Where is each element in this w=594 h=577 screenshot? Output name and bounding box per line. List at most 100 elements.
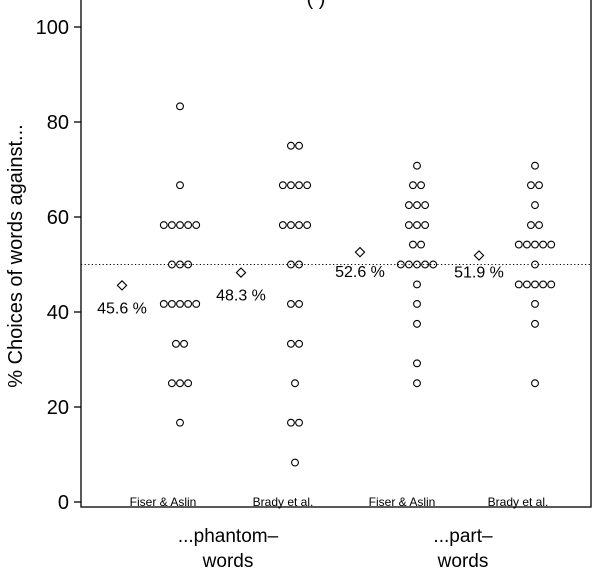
data-points bbox=[159, 102, 556, 467]
data-point bbox=[531, 379, 539, 388]
data-point bbox=[531, 260, 539, 269]
condition-label: Fiser & Aslin bbox=[130, 495, 197, 509]
data-point bbox=[291, 379, 299, 388]
y-axis-label: % Choices of words against... bbox=[5, 124, 27, 387]
data-point bbox=[167, 221, 176, 230]
data-point bbox=[278, 221, 287, 230]
data-point bbox=[421, 221, 430, 230]
data-point bbox=[287, 221, 295, 230]
data-point bbox=[303, 181, 312, 190]
data-point bbox=[547, 240, 556, 249]
data-point bbox=[413, 221, 421, 230]
mean-label: 51.9 % bbox=[454, 264, 504, 281]
data-point bbox=[526, 221, 535, 230]
data-point bbox=[295, 299, 303, 308]
data-point bbox=[192, 221, 201, 230]
data-point bbox=[287, 339, 295, 348]
data-point bbox=[287, 260, 295, 269]
data-point bbox=[539, 280, 548, 289]
data-point bbox=[413, 299, 421, 308]
data-point bbox=[287, 418, 295, 427]
data-point bbox=[522, 280, 531, 289]
data-point bbox=[531, 240, 539, 249]
data-point bbox=[303, 221, 312, 230]
data-point bbox=[180, 339, 189, 348]
plot-frame bbox=[80, 0, 592, 508]
mean-marker bbox=[116, 280, 128, 291]
y-tick-label: 0 bbox=[58, 492, 69, 514]
data-point bbox=[531, 161, 539, 170]
data-point bbox=[429, 260, 438, 269]
condition-label: Brady et al. bbox=[253, 495, 314, 509]
condition-labels: Fiser & Aslin Brady et al. Fiser & Aslin Br… bbox=[130, 495, 549, 509]
data-point bbox=[287, 299, 295, 308]
data-point bbox=[404, 260, 413, 269]
data-point bbox=[535, 181, 543, 190]
group-label: ...phantom– words bbox=[178, 526, 279, 572]
title-fragment: ( ) bbox=[307, 0, 326, 10]
data-point bbox=[522, 240, 531, 249]
data-point bbox=[184, 221, 193, 230]
mean-label: 45.6 % bbox=[97, 300, 147, 317]
data-point bbox=[535, 221, 543, 230]
data-point bbox=[184, 299, 193, 308]
data-point bbox=[295, 260, 303, 269]
data-point bbox=[192, 299, 201, 308]
group-label: ...part– words bbox=[433, 526, 493, 572]
data-point bbox=[176, 299, 184, 308]
data-point bbox=[291, 458, 299, 467]
y-tick-label: 20 bbox=[47, 397, 69, 419]
data-point bbox=[176, 260, 184, 269]
data-point bbox=[526, 181, 535, 190]
group-labels: ...phantom– words ...part– words bbox=[178, 526, 493, 572]
y-axis: 0 20 40 60 80 100 bbox=[36, 17, 81, 514]
data-point bbox=[167, 260, 176, 269]
data-point bbox=[295, 339, 303, 348]
data-point bbox=[184, 379, 193, 388]
data-point bbox=[417, 240, 425, 249]
mean-markers: 45.6 % 48.3 % 52.6 % 51.9 % bbox=[97, 246, 504, 317]
data-point bbox=[167, 299, 176, 308]
data-point bbox=[176, 379, 184, 388]
data-point bbox=[531, 319, 539, 328]
data-point bbox=[295, 181, 303, 190]
mean-marker bbox=[235, 267, 247, 278]
data-point bbox=[176, 102, 184, 111]
data-point bbox=[417, 181, 425, 190]
condition-label: Fiser & Aslin bbox=[369, 495, 436, 509]
data-point bbox=[404, 201, 413, 210]
data-point bbox=[396, 260, 405, 269]
data-point bbox=[413, 359, 421, 368]
mean-label: 48.3 % bbox=[216, 288, 266, 305]
data-point bbox=[421, 201, 430, 210]
mean-marker bbox=[354, 246, 366, 258]
data-point bbox=[159, 221, 168, 230]
data-point bbox=[184, 260, 193, 269]
mean-label: 52.6 % bbox=[335, 264, 385, 281]
data-point bbox=[172, 339, 180, 348]
data-point bbox=[421, 260, 430, 269]
data-point bbox=[531, 299, 539, 308]
data-point bbox=[287, 181, 295, 190]
data-point bbox=[278, 181, 287, 190]
y-tick-label: 40 bbox=[47, 302, 69, 324]
data-point bbox=[409, 240, 417, 249]
data-point bbox=[539, 240, 548, 249]
data-point bbox=[287, 141, 295, 150]
data-point bbox=[413, 201, 421, 210]
data-point bbox=[514, 280, 523, 289]
y-tick-label: 80 bbox=[47, 112, 69, 134]
data-point bbox=[413, 161, 421, 170]
y-tick-label: 60 bbox=[47, 207, 69, 229]
data-point bbox=[413, 379, 421, 388]
data-point bbox=[409, 181, 417, 190]
data-point bbox=[295, 418, 303, 427]
condition-label: Brady et al. bbox=[488, 495, 549, 509]
data-point bbox=[531, 280, 539, 289]
y-tick-label: 100 bbox=[36, 17, 69, 39]
data-point bbox=[404, 221, 413, 230]
data-point bbox=[295, 141, 303, 150]
data-point bbox=[176, 221, 184, 230]
data-point bbox=[167, 379, 176, 388]
